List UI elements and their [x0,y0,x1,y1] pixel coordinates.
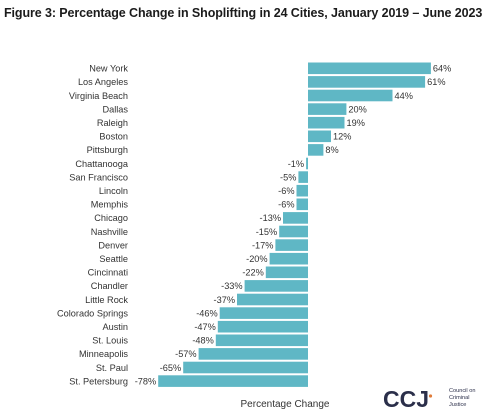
data-label: -6% [278,200,294,210]
category-labels-group: New York Los Angeles Virginia Beach Dallas R… [57,64,129,387]
data-label: -1% [288,159,304,169]
bar [158,375,308,387]
bar [296,198,308,211]
category-label: San Francisco [69,172,128,182]
category-label: Los Angeles [78,77,128,87]
bar [308,62,431,75]
data-label: -13% [260,213,281,223]
bar [237,293,308,306]
bar [308,76,426,88]
data-label: 61% [427,77,445,87]
bar [265,266,308,279]
category-label: Pittsburgh [87,145,128,155]
data-label: -33% [221,281,242,291]
bar [298,171,308,183]
category-label: Chattanooga [75,159,129,169]
logo-org-line-1: Council on [449,388,475,394]
logo-org-line-3: Justice [449,402,466,408]
category-label: Little Rock [85,295,128,305]
data-label: 44% [395,91,413,101]
category-label: Colorado Springs [57,308,128,318]
chart-title: Figure 3: Percentage Change in Shoplifti… [4,6,483,20]
category-label: Chandler [91,281,128,291]
data-label: -37% [214,295,235,305]
bar [308,89,393,102]
data-label: 64% [433,64,451,74]
category-label: New York [89,64,128,74]
data-label: -65% [160,363,181,373]
data-label: -6% [278,186,294,196]
logo-org-line-2: Criminal [449,395,470,401]
bar [275,239,308,251]
bar [306,157,308,170]
data-label: -46% [196,308,217,318]
data-label: -20% [246,254,267,264]
bar [279,225,308,238]
category-label: Seattle [99,254,128,264]
bar [308,103,347,115]
data-label: 19% [347,118,365,128]
data-label: -48% [192,336,213,346]
data-label: -78% [135,376,156,386]
category-label: Dallas [102,104,128,114]
data-label: -17% [252,240,273,250]
data-label: 12% [333,132,351,142]
category-label: Lincoln [99,186,128,196]
category-label: St. Petersburg [69,376,128,386]
category-label: Chicago [94,213,128,223]
bar [308,130,331,143]
bar [269,252,308,265]
category-label: Memphis [91,200,129,210]
category-label: Minneapolis [79,349,128,359]
value-labels-group: 64% 61% 44% 20% 19% 12% 8% -1% -5% -6% -6% -13% -15%… [135,64,452,387]
bar [283,212,308,224]
category-label: Austin [102,322,128,332]
category-label: St. Louis [92,336,128,346]
data-label: 20% [348,104,366,114]
data-label: 8% [325,145,338,155]
data-label: -22% [242,268,263,278]
bar [244,280,308,292]
bar [296,184,308,197]
category-label: Denver [98,240,128,250]
bar [215,334,308,347]
logo-accent-dot [428,394,433,398]
bar [308,144,324,156]
bar [198,348,308,360]
category-label: Raleigh [97,118,128,128]
category-label: Virginia Beach [69,91,128,101]
category-label: St. Paul [96,363,128,373]
ccj-logo: CCJ Council on Criminal Justice [383,386,475,411]
data-label: -15% [256,227,277,237]
x-axis-label: Percentage Change [241,399,330,410]
bars-group [158,62,431,387]
bar [219,307,308,319]
data-label: -57% [175,349,196,359]
category-label: Boston [99,132,128,142]
bar [217,320,308,333]
bar [183,361,308,374]
bar [308,116,345,129]
category-label: Nashville [91,227,128,237]
category-label: Cincinnati [88,268,128,278]
data-label: -47% [194,322,215,332]
data-label: -5% [280,172,296,182]
logo-text: CCJ [383,386,429,411]
